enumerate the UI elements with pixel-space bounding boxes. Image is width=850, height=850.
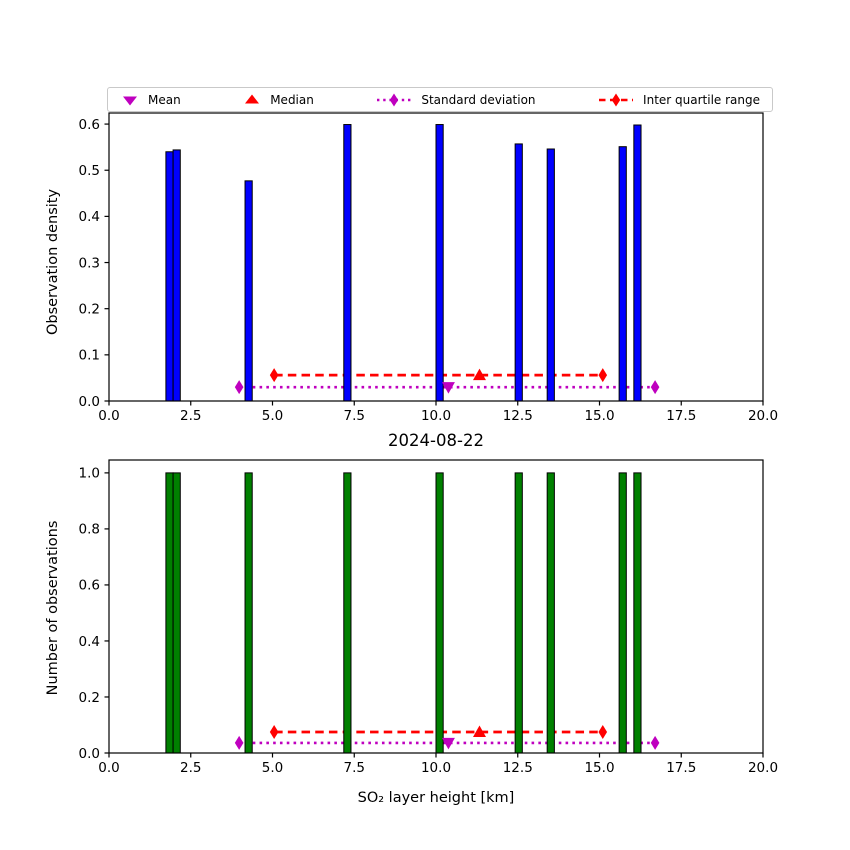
median-marker-icon (245, 94, 260, 103)
histogram-bar (618, 146, 627, 402)
x-tick-label: 0.0 (98, 408, 119, 424)
y-tick-label: 1.0 (79, 466, 100, 482)
histogram-bar (343, 472, 352, 754)
median-marker (472, 368, 486, 381)
legend-item-mean: Mean (121, 93, 181, 107)
legend-label-inter-quartile-range: Inter quartile range (643, 92, 760, 107)
iqr-lower-marker (269, 724, 279, 739)
histogram-bar (435, 472, 444, 754)
inter-quartile-range-marker-icon (599, 93, 634, 106)
x-tick-label: 0.0 (98, 760, 119, 776)
x-tick-label: 5.0 (262, 760, 283, 776)
x-tick-label: 7.5 (344, 408, 365, 424)
histogram-bar (514, 143, 523, 402)
histogram-bar (244, 180, 253, 402)
y-tick-label: 0.5 (79, 163, 100, 179)
y-tick-label: 0.8 (79, 522, 100, 538)
y-tick-label: 0.1 (79, 348, 100, 364)
y-tick-label: 0.4 (79, 634, 100, 650)
x-axis-label: SO₂ layer height [km] (358, 790, 515, 806)
y-tick-label: 0.2 (79, 301, 100, 317)
histogram-bar (343, 124, 352, 402)
std-deviation-lower-marker (234, 735, 244, 750)
legend-label-standard-deviation: Standard deviation (421, 92, 536, 107)
iqr-upper-marker (598, 724, 608, 739)
subplot-number-of-observations: 0.0 2.5 5.0 7.5 10.0 12.5 15.0 17.5 20.0 0.0 0.2 0.… (79, 459, 778, 776)
x-tick-label: 2.5 (180, 760, 201, 776)
legend: Mean Median Standard deviation Inter qua… (107, 87, 773, 112)
x-tick-label: 15.0 (584, 760, 614, 776)
x-tick-label: 20.0 (748, 760, 778, 776)
legend-label-mean: Mean (148, 92, 181, 107)
histogram-bar (546, 472, 555, 754)
x-tick-label: 2.5 (180, 408, 201, 424)
y-tick-label: 0.6 (79, 117, 100, 133)
x-tick-label: 12.5 (503, 760, 533, 776)
histogram-bar (435, 124, 444, 402)
histogram-bar (172, 472, 181, 754)
histogram-bar (165, 151, 174, 402)
legend-diamond-glyph (390, 93, 399, 106)
x-tick-label: 17.5 (666, 760, 696, 776)
legend-diamond-glyph (611, 93, 621, 106)
y-tick-label: 0.6 (79, 578, 100, 594)
iqr-lower-marker (269, 368, 279, 383)
mean-marker (441, 737, 455, 750)
subplot-observation-density: 0.0 2.5 5.0 7.5 10.0 12.5 15.0 17.5 20.0 0.0 0.1 0.… (79, 112, 778, 424)
standard-deviation-marker-icon (377, 93, 412, 106)
histogram-bar (172, 149, 181, 402)
x-tick-label: 12.5 (503, 408, 533, 424)
x-tick-label: 15.0 (584, 408, 614, 424)
x-tick-label: 10.0 (421, 760, 451, 776)
histogram-bar (618, 472, 627, 754)
std-deviation-upper-marker (650, 380, 660, 395)
x-tick-label: 7.5 (344, 760, 365, 776)
legend-label-median: Median (270, 92, 314, 107)
y-tick-label: 0.2 (79, 690, 100, 706)
std-deviation-upper-marker (650, 735, 660, 750)
x-tick-label: 20.0 (748, 408, 778, 424)
iqr-upper-marker (598, 368, 608, 383)
legend-item-median: Median (243, 93, 314, 107)
y-axis-label-bottom: Number of observations (45, 521, 61, 696)
histogram-bar (244, 472, 253, 754)
x-tick-label: 5.0 (262, 408, 283, 424)
mean-marker-icon (123, 96, 137, 105)
y-tick-label: 0.0 (79, 746, 100, 762)
median-marker (472, 725, 486, 737)
legend-item-inter-quartile-range: Inter quartile range (598, 93, 760, 107)
legend-triangle-down-glyph (123, 96, 137, 105)
histogram-bar (165, 472, 174, 754)
histogram-bar (514, 472, 523, 754)
histogram-bar (633, 472, 642, 754)
y-tick-label: 0.0 (79, 394, 100, 410)
y-tick-label: 0.3 (79, 255, 100, 271)
histogram-bar (546, 148, 555, 402)
histogram-bar (633, 124, 642, 402)
legend-triangle-up-glyph (245, 94, 260, 103)
y-tick-label: 0.4 (79, 209, 100, 225)
legend-item-standard-deviation: Standard deviation (376, 92, 536, 107)
x-tick-label: 17.5 (666, 408, 696, 424)
chart-title: 2024-08-22 (388, 431, 484, 450)
x-tick-label: 10.0 (421, 408, 451, 424)
mean-marker (441, 382, 455, 394)
y-axis-label-top: Observation density (45, 189, 61, 335)
std-deviation-lower-marker (234, 380, 244, 395)
